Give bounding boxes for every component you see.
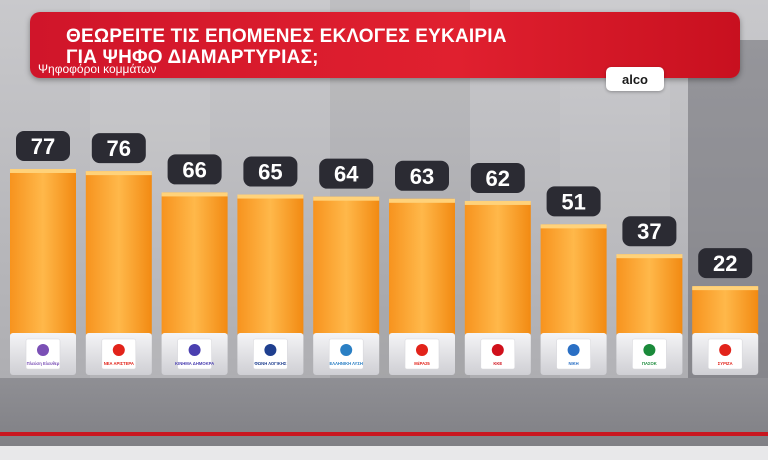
bar-top-highlight	[389, 198, 455, 203]
value-badge	[622, 216, 677, 247]
party-emblem-icon	[264, 344, 277, 356]
party-emblem-icon	[112, 344, 125, 356]
party-logo-label: ΜέΡΑ25	[414, 361, 430, 366]
party-logo-label: ΕΛΛΗΝΙΚΗ ΛΥΣΗ	[330, 361, 363, 366]
title-line-1: ΘΕΩΡΕΙΤΕ ΤΙΣ ΕΠΟΜΕΝΕΣ ΕΚΛΟΓΕΣ ΕΥΚΑΙΡΙΑ	[66, 26, 507, 47]
data-label: 51	[561, 189, 585, 214]
bar	[389, 198, 455, 335]
bar-top-highlight	[313, 196, 380, 201]
party-emblem-icon	[567, 344, 580, 356]
bar-top-highlight	[237, 194, 304, 199]
bar	[540, 224, 607, 335]
value-badge	[16, 130, 70, 161]
data-label: 66	[182, 157, 206, 182]
party-emblem-icon	[416, 344, 428, 356]
party-emblem-icon	[491, 344, 504, 356]
party-emblem-icon	[340, 344, 353, 356]
value-badge	[243, 156, 298, 187]
party-logo-label: ΚΙΝΗΜΑ ΔΗΜΟΚΡΑ	[175, 361, 214, 366]
party-logo-label: ΦΩΝΗ ΛΟΓΙΚΗΣ	[254, 361, 287, 366]
data-label: 76	[107, 136, 131, 161]
value-badge	[546, 186, 601, 217]
party-logo-label: ΝΙΚΗ	[568, 361, 578, 366]
party-logo-label: ΝΕΑ ΑΡΙΣΤΕΡΑ	[104, 361, 134, 366]
bar	[10, 168, 76, 335]
chart-subtitle: Ψηφοφόροι κομμάτων	[38, 62, 157, 76]
value-badge	[470, 162, 525, 193]
value-badge	[167, 154, 222, 185]
title-banner: ΘΕΩΡΕΙΤΕ ΤΙΣ ΕΠΟΜΕΝΕΣ ΕΚΛΟΓΕΣ ΕΥΚΑΙΡΙΑ Γ…	[30, 12, 740, 78]
bar-top-highlight	[161, 192, 228, 197]
bar	[464, 200, 531, 335]
floor-strip	[0, 446, 768, 460]
bar-top-highlight	[85, 171, 152, 176]
bar	[237, 194, 304, 335]
source-logo: alco	[606, 67, 664, 91]
party-emblem-icon	[188, 344, 201, 356]
bar	[85, 171, 152, 335]
chart-title: ΘΕΩΡΕΙΤΕ ΤΙΣ ΕΠΟΜΕΝΕΣ ΕΚΛΟΓΕΣ ΕΥΚΑΙΡΙΑ Γ…	[66, 26, 626, 68]
data-label: 37	[637, 219, 661, 244]
party-emblem-icon	[37, 344, 49, 356]
value-badge	[91, 133, 146, 164]
bar	[313, 196, 380, 335]
party-logo-label: ΠΑΣΟΚ	[642, 361, 657, 366]
data-label: 77	[31, 134, 55, 159]
bar	[161, 192, 228, 335]
value-badge	[319, 158, 374, 189]
data-label: 22	[713, 251, 737, 276]
party-emblem-icon	[643, 344, 656, 356]
party-logo-label: Πλεύση Ελευθερ	[27, 361, 60, 366]
party-logo-label: ΚΚΕ	[493, 361, 502, 366]
value-badge	[395, 160, 449, 191]
floor-stripe	[0, 432, 768, 436]
data-label: 65	[258, 160, 282, 185]
data-label: 62	[486, 166, 510, 191]
bar-top-highlight	[692, 286, 759, 291]
bar-top-highlight	[10, 168, 76, 173]
party-logo-label: ΣΥΡΙΖΑ	[718, 361, 733, 366]
title-line-2: ΓΙΑ ΨΗΦΟ ΔΙΑΜΑΡΤΥΡΙΑΣ;	[66, 47, 319, 68]
bar-top-highlight	[464, 200, 531, 205]
data-label: 63	[410, 164, 434, 189]
bar	[616, 254, 683, 335]
bar-top-highlight	[616, 254, 683, 259]
party-emblem-icon	[719, 344, 732, 356]
bar	[692, 286, 759, 335]
bar-top-highlight	[540, 224, 607, 229]
data-label: 64	[334, 162, 359, 187]
value-badge	[698, 248, 753, 279]
